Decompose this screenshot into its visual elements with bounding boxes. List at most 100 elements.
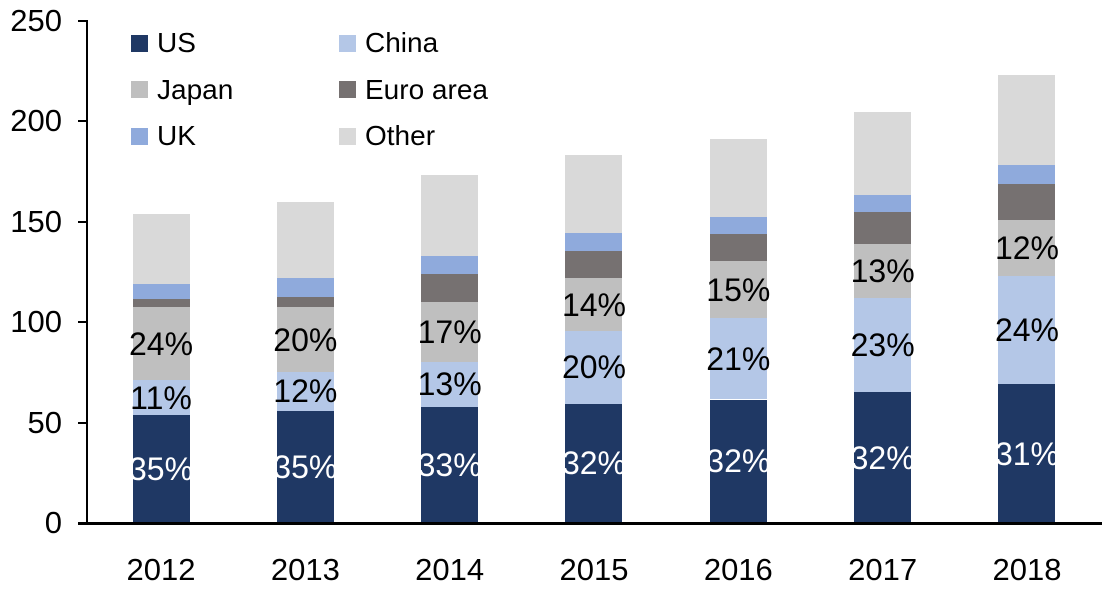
bar-segment-uk-2012 — [132, 284, 190, 300]
bar-segment-china-2014 — [421, 362, 479, 407]
bar-segment-euro-area-2015 — [565, 250, 623, 278]
bar-segment-euro-area-2017 — [854, 211, 912, 244]
legend-item-uk: UK — [131, 119, 196, 153]
bar-segment-uk-2013 — [276, 278, 334, 298]
segment-label-china-2012: 11% — [130, 379, 192, 416]
bar-segment-china-2017 — [854, 298, 912, 393]
legend-swatch-euro-area — [339, 81, 356, 98]
bar-segment-uk-2017 — [854, 194, 912, 212]
segment-label-japan-2013: 20% — [273, 321, 338, 358]
bar-segment-japan-2016 — [709, 260, 767, 319]
legend-label-euro-area: Euro area — [365, 73, 488, 105]
bar-segment-euro-area-2014 — [421, 274, 479, 303]
segment-label-china-2013: 12% — [273, 373, 338, 410]
bar-segment-japan-2017 — [854, 243, 912, 299]
y-axis-tick-label: 200 — [10, 103, 62, 139]
legend-label-us: US — [157, 27, 196, 58]
segment-label-us-2017: 32% — [850, 439, 915, 476]
legend-item-us: US — [131, 26, 196, 60]
bar-segment-other-2012 — [132, 213, 190, 285]
legend-item-other: Other — [339, 119, 435, 153]
segment-label-japan-2018: 12% — [994, 229, 1059, 266]
y-axis-tick — [78, 20, 88, 22]
bar-segment-japan-2012 — [132, 307, 190, 381]
x-axis-category-label: 2017 — [848, 552, 918, 587]
bar-segment-china-2013 — [276, 372, 334, 411]
x-axis-category-label: 2018 — [992, 552, 1062, 587]
bar-segment-china-2012 — [132, 380, 190, 415]
segment-label-japan-2016: 15% — [706, 271, 771, 308]
legend-label-japan: Japan — [157, 73, 234, 105]
y-axis-tick-label: 150 — [10, 203, 62, 239]
bar-segment-japan-2015 — [565, 278, 623, 332]
legend-swatch-japan — [131, 81, 148, 98]
segment-label-us-2015: 32% — [561, 445, 626, 482]
bar-segment-other-2016 — [709, 139, 767, 217]
y-axis-tick — [78, 421, 88, 424]
y-axis-tick-label: 50 — [27, 404, 62, 440]
segment-label-japan-2017: 13% — [850, 252, 915, 289]
y-axis-tick-label: 100 — [10, 304, 62, 340]
y-axis — [86, 20, 88, 525]
segment-label-japan-2015: 14% — [561, 286, 626, 323]
segment-label-china-2014: 13% — [417, 366, 482, 403]
bar-segment-euro-area-2016 — [709, 233, 767, 261]
segment-label-us-2016: 32% — [706, 443, 771, 480]
bar-segment-us-2018 — [998, 384, 1056, 523]
bar-segment-other-2015 — [565, 154, 623, 233]
legend-swatch-china — [339, 34, 356, 52]
segment-label-china-2015: 20% — [561, 349, 626, 386]
bar-segment-us-2014 — [421, 406, 479, 523]
y-axis-tick — [78, 321, 88, 324]
y-axis-tick-label: 250 — [10, 3, 62, 38]
legend-item-china: China — [339, 26, 438, 60]
segment-label-japan-2014: 17% — [417, 314, 482, 351]
legend-label-uk: UK — [157, 120, 196, 151]
bar-segment-japan-2014 — [421, 302, 479, 363]
y-axis-tick — [78, 120, 88, 123]
bar-segment-us-2015 — [565, 403, 623, 523]
segment-label-japan-2012: 24% — [128, 325, 194, 362]
x-axis-line — [78, 522, 1102, 525]
y-axis-tick-label: 0 — [44, 505, 62, 540]
bar-segment-uk-2014 — [421, 255, 479, 274]
x-axis-category-label: 2015 — [559, 552, 629, 587]
segment-label-china-2018: 24% — [994, 312, 1059, 349]
bar-segment-us-2017 — [854, 392, 912, 523]
bar-segment-japan-2018 — [998, 219, 1056, 276]
x-axis-category-label: 2014 — [415, 552, 485, 587]
bar-segment-euro-area-2013 — [276, 297, 334, 308]
x-axis-category-label: 2013 — [270, 552, 340, 587]
bar-segment-other-2013 — [276, 201, 334, 279]
legend-item-japan: Japan — [131, 73, 233, 107]
bar-segment-euro-area-2018 — [998, 183, 1056, 220]
bar-segment-china-2018 — [998, 276, 1056, 385]
bar-segment-uk-2018 — [998, 164, 1056, 184]
segment-label-china-2016: 21% — [706, 340, 771, 377]
legend-label-other: Other — [365, 120, 436, 151]
bar-segment-euro-area-2012 — [132, 299, 190, 308]
bar-segment-uk-2015 — [565, 232, 623, 251]
bar-segment-japan-2013 — [276, 307, 334, 373]
bar-segment-china-2016 — [709, 318, 767, 400]
x-axis-category-label: 2016 — [703, 552, 773, 587]
legend-swatch-us — [131, 34, 148, 52]
bar-segment-other-2018 — [998, 75, 1056, 165]
segment-label-us-2013: 35% — [273, 448, 338, 485]
x-axis-category-label: 2012 — [126, 552, 196, 587]
y-axis-tick — [78, 220, 88, 223]
bar-segment-uk-2016 — [709, 216, 767, 234]
legend-swatch-uk — [131, 127, 148, 145]
bar-segment-us-2012 — [132, 414, 190, 523]
legend-swatch-other — [339, 127, 356, 145]
bar-segment-china-2015 — [565, 331, 623, 404]
legend-label-china: China — [365, 27, 439, 58]
segment-label-us-2018: 31% — [994, 435, 1059, 472]
legend-item-euro-area: Euro area — [339, 73, 488, 107]
segment-label-china-2017: 23% — [850, 327, 915, 364]
bar-segment-other-2014 — [421, 174, 479, 256]
segment-label-us-2012: 35% — [128, 450, 194, 487]
segment-label-us-2014: 33% — [417, 446, 482, 483]
bar-segment-other-2017 — [854, 112, 912, 195]
